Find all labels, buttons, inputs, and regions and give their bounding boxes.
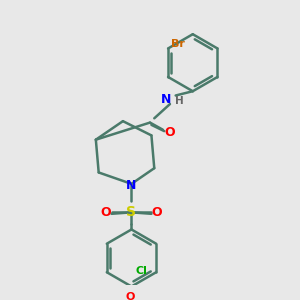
Text: Cl: Cl <box>136 266 148 276</box>
Text: O: O <box>152 206 162 219</box>
Text: O: O <box>125 292 135 300</box>
Text: H: H <box>175 96 184 106</box>
Text: O: O <box>100 206 111 219</box>
Text: Br: Br <box>171 39 185 49</box>
Text: N: N <box>126 179 137 192</box>
Text: N: N <box>160 93 171 106</box>
Text: O: O <box>165 126 175 139</box>
Text: S: S <box>127 206 136 219</box>
